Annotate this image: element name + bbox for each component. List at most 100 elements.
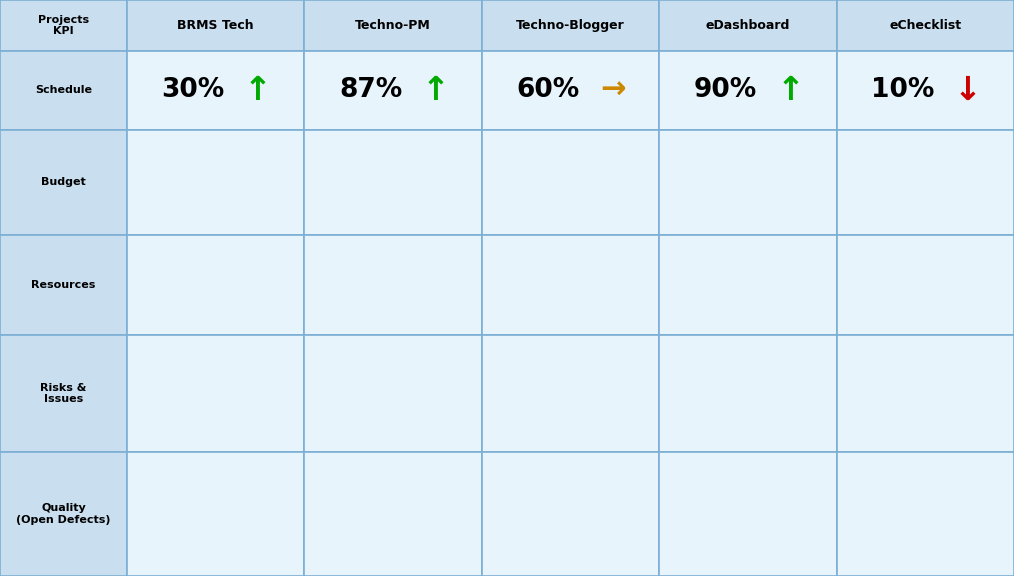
Text: 4: 4 bbox=[552, 519, 558, 528]
Bar bbox=[759, 533, 782, 560]
Text: $25,000: $25,000 bbox=[772, 177, 803, 186]
Wedge shape bbox=[216, 403, 293, 433]
Polygon shape bbox=[863, 301, 872, 305]
Text: 19: 19 bbox=[803, 476, 815, 485]
Bar bbox=[234, 191, 276, 222]
Text: 6: 6 bbox=[691, 525, 697, 534]
Text: ↑: ↑ bbox=[422, 74, 449, 107]
Bar bbox=[944, 202, 986, 222]
Text: 5: 5 bbox=[158, 525, 164, 535]
Wedge shape bbox=[848, 403, 925, 433]
Text: Low,
2: Low, 2 bbox=[426, 405, 446, 425]
Text: Projects
KPI: Projects KPI bbox=[38, 15, 89, 36]
Text: 16: 16 bbox=[271, 476, 283, 485]
Circle shape bbox=[922, 297, 929, 300]
Text: High,
1: High, 1 bbox=[518, 399, 541, 419]
Circle shape bbox=[636, 297, 643, 300]
Bar bbox=[589, 163, 631, 222]
Circle shape bbox=[922, 252, 929, 256]
Text: Med,
2: Med, 2 bbox=[881, 390, 903, 409]
Text: Risks &
Issues: Risks & Issues bbox=[41, 382, 86, 404]
Circle shape bbox=[493, 252, 500, 256]
Circle shape bbox=[864, 297, 871, 300]
Polygon shape bbox=[540, 256, 551, 260]
Text: BRMS Tech: BRMS Tech bbox=[177, 19, 254, 32]
Circle shape bbox=[389, 266, 396, 269]
Bar bbox=[505, 531, 527, 560]
Bar bbox=[860, 536, 882, 560]
Polygon shape bbox=[970, 256, 980, 260]
Bar bbox=[412, 207, 453, 222]
Bar bbox=[514, 180, 556, 222]
Text: 30%: 30% bbox=[161, 77, 225, 104]
Text: Schedule: Schedule bbox=[34, 85, 92, 96]
Polygon shape bbox=[995, 256, 1005, 260]
Circle shape bbox=[447, 266, 454, 269]
Text: 12: 12 bbox=[865, 525, 877, 533]
Text: Low,
5: Low, 5 bbox=[941, 384, 961, 403]
Wedge shape bbox=[392, 377, 470, 433]
Circle shape bbox=[267, 252, 273, 256]
Circle shape bbox=[744, 266, 751, 269]
Circle shape bbox=[256, 297, 263, 300]
Circle shape bbox=[996, 252, 1003, 256]
Bar bbox=[767, 190, 808, 222]
Text: 90%: 90% bbox=[694, 77, 757, 104]
Wedge shape bbox=[138, 355, 245, 433]
Text: 20: 20 bbox=[903, 509, 916, 518]
Circle shape bbox=[770, 266, 776, 269]
Circle shape bbox=[720, 266, 726, 269]
Text: $23,000: $23,000 bbox=[949, 190, 981, 199]
Circle shape bbox=[179, 252, 187, 256]
Circle shape bbox=[947, 252, 953, 256]
Bar bbox=[937, 550, 959, 560]
Polygon shape bbox=[945, 256, 955, 260]
Text: $278,000: $278,000 bbox=[237, 179, 273, 188]
Bar bbox=[366, 536, 388, 560]
Bar bbox=[621, 488, 643, 560]
Text: $525,000: $525,000 bbox=[162, 151, 199, 160]
Bar bbox=[150, 537, 172, 560]
Polygon shape bbox=[200, 256, 210, 260]
Wedge shape bbox=[670, 355, 796, 433]
Polygon shape bbox=[793, 270, 802, 274]
Wedge shape bbox=[854, 361, 925, 433]
Bar bbox=[189, 542, 211, 560]
Text: Low,
1: Low, 1 bbox=[251, 414, 272, 433]
Text: $25,000: $25,000 bbox=[519, 168, 551, 176]
Circle shape bbox=[542, 252, 549, 256]
Circle shape bbox=[498, 297, 505, 300]
Circle shape bbox=[897, 252, 903, 256]
Bar bbox=[682, 537, 705, 560]
Polygon shape bbox=[516, 256, 525, 260]
Wedge shape bbox=[747, 372, 818, 433]
Polygon shape bbox=[254, 301, 264, 305]
Text: High,
5: High, 5 bbox=[177, 384, 202, 403]
Text: Techno-Blogger: Techno-Blogger bbox=[516, 19, 625, 32]
Text: High,
1: High, 1 bbox=[867, 414, 891, 433]
Bar bbox=[798, 488, 820, 560]
Text: 4: 4 bbox=[197, 530, 203, 539]
Circle shape bbox=[244, 252, 251, 256]
Polygon shape bbox=[496, 301, 506, 305]
Polygon shape bbox=[768, 270, 778, 274]
Wedge shape bbox=[315, 377, 392, 433]
Text: 7: 7 bbox=[235, 517, 241, 525]
Text: 4: 4 bbox=[336, 516, 342, 525]
Text: High,
5: High, 5 bbox=[716, 381, 739, 400]
Text: 7: 7 bbox=[768, 521, 774, 530]
Bar bbox=[227, 528, 249, 560]
Polygon shape bbox=[979, 301, 988, 305]
Text: Med,
1: Med, 1 bbox=[559, 376, 582, 396]
Bar bbox=[898, 521, 921, 560]
Circle shape bbox=[794, 266, 801, 269]
Polygon shape bbox=[921, 256, 930, 260]
Bar bbox=[582, 545, 604, 560]
Polygon shape bbox=[135, 256, 144, 260]
Polygon shape bbox=[243, 256, 252, 260]
Text: 87%: 87% bbox=[339, 77, 403, 104]
Circle shape bbox=[136, 252, 143, 256]
Polygon shape bbox=[846, 256, 856, 260]
Bar bbox=[405, 544, 427, 560]
Text: Med,
4: Med, 4 bbox=[381, 376, 405, 396]
